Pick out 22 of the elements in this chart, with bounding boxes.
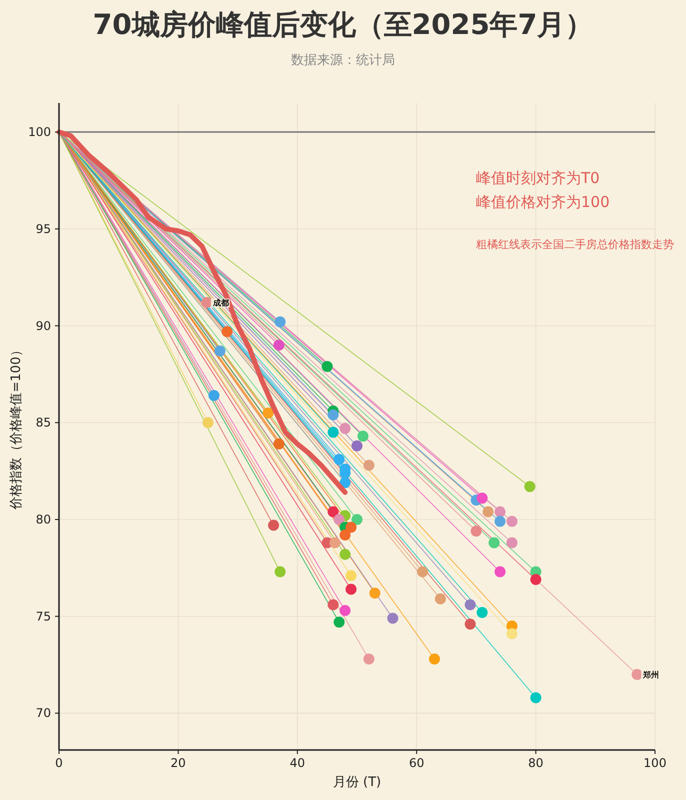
annotation: 粗橘红线表示全国二手房总价格指数走势 [476,238,674,251]
chart-title: 70城房价峰值后变化（至2025年7月） [92,8,594,41]
x-tick-label: 100 [644,756,666,770]
y-tick-label: 90 [36,318,51,333]
annotation: 峰值价格对齐为100 [476,193,610,211]
y-tick-label: 100 [28,125,51,140]
annotation: 成都 [212,298,229,308]
y-tick-label: 80 [36,512,51,526]
chart-subtitle: 数据来源：统计局 [291,53,395,68]
y-axis-title: 价格指数（价格峰值=100） [9,344,24,510]
x-tick-label: 40 [290,756,306,770]
y-tick-label: 95 [36,222,51,236]
x-axis-title: 月份 (T) [332,775,382,790]
x-tick-label: 20 [170,756,186,770]
annotation: 郑州 [642,670,660,680]
x-tick-label: 0 [55,756,63,770]
y-tick-label: 70 [36,706,51,720]
y-tick-label: 75 [36,609,51,624]
x-tick-label: 80 [528,756,544,770]
y-tick-label: 85 [36,416,51,430]
x-tick-label: 60 [408,756,424,770]
annotation: 峰值时刻对齐为T0 [476,169,600,187]
